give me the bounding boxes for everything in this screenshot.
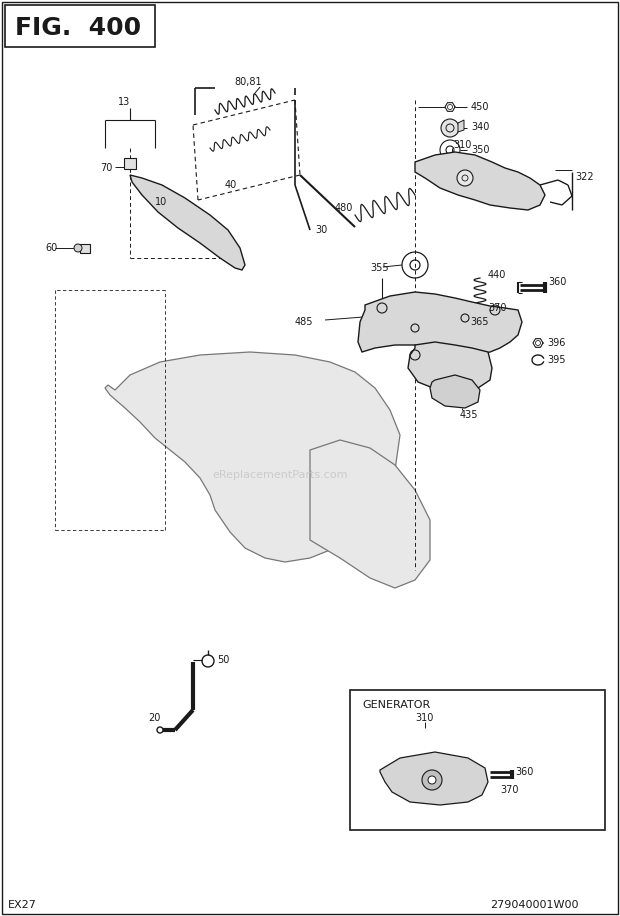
Polygon shape: [415, 152, 545, 210]
Circle shape: [457, 170, 473, 186]
Text: 20: 20: [148, 713, 161, 723]
Text: GENERATOR: GENERATOR: [362, 700, 430, 710]
Text: 340: 340: [471, 122, 489, 132]
Text: 440: 440: [488, 270, 507, 280]
Text: 485: 485: [295, 317, 314, 327]
Text: EX27: EX27: [8, 900, 37, 910]
Text: 322: 322: [575, 172, 593, 182]
Text: 40: 40: [225, 180, 237, 190]
Text: 450: 450: [471, 102, 490, 112]
Circle shape: [422, 770, 442, 790]
Bar: [80, 244, 90, 253]
Polygon shape: [380, 752, 488, 805]
Text: 370: 370: [500, 785, 518, 795]
Bar: [5, 5, 155, 47]
Text: 13: 13: [118, 97, 130, 107]
Text: 70: 70: [100, 163, 112, 173]
Polygon shape: [105, 352, 400, 562]
Text: 365: 365: [470, 317, 489, 327]
Circle shape: [441, 119, 459, 137]
Text: 60: 60: [45, 243, 57, 253]
Text: 30: 30: [315, 225, 327, 235]
Text: 10: 10: [155, 197, 167, 207]
Text: 360: 360: [515, 767, 533, 777]
Polygon shape: [310, 440, 430, 588]
Polygon shape: [358, 292, 522, 355]
Text: 310: 310: [453, 140, 471, 150]
Text: 310: 310: [415, 713, 433, 723]
Polygon shape: [408, 342, 492, 392]
Text: 279040001W00: 279040001W00: [490, 900, 578, 910]
Polygon shape: [130, 175, 245, 270]
Bar: [350, 690, 605, 830]
Text: 355: 355: [370, 263, 389, 273]
Text: eReplacementParts.com: eReplacementParts.com: [212, 470, 348, 480]
Text: 396: 396: [547, 338, 565, 348]
Polygon shape: [430, 375, 480, 408]
Circle shape: [157, 727, 163, 733]
Text: 80,81: 80,81: [234, 77, 262, 87]
Text: 395: 395: [547, 355, 565, 365]
Circle shape: [428, 776, 436, 784]
Text: 360: 360: [548, 277, 567, 287]
Text: 480: 480: [335, 203, 353, 213]
Text: 370: 370: [488, 303, 507, 313]
Polygon shape: [458, 120, 464, 132]
Bar: [124, 158, 136, 169]
Circle shape: [74, 244, 82, 252]
Text: 50: 50: [217, 655, 229, 665]
Text: 435: 435: [460, 410, 479, 420]
Text: 350: 350: [471, 145, 490, 155]
Text: FIG.  400: FIG. 400: [15, 16, 141, 40]
